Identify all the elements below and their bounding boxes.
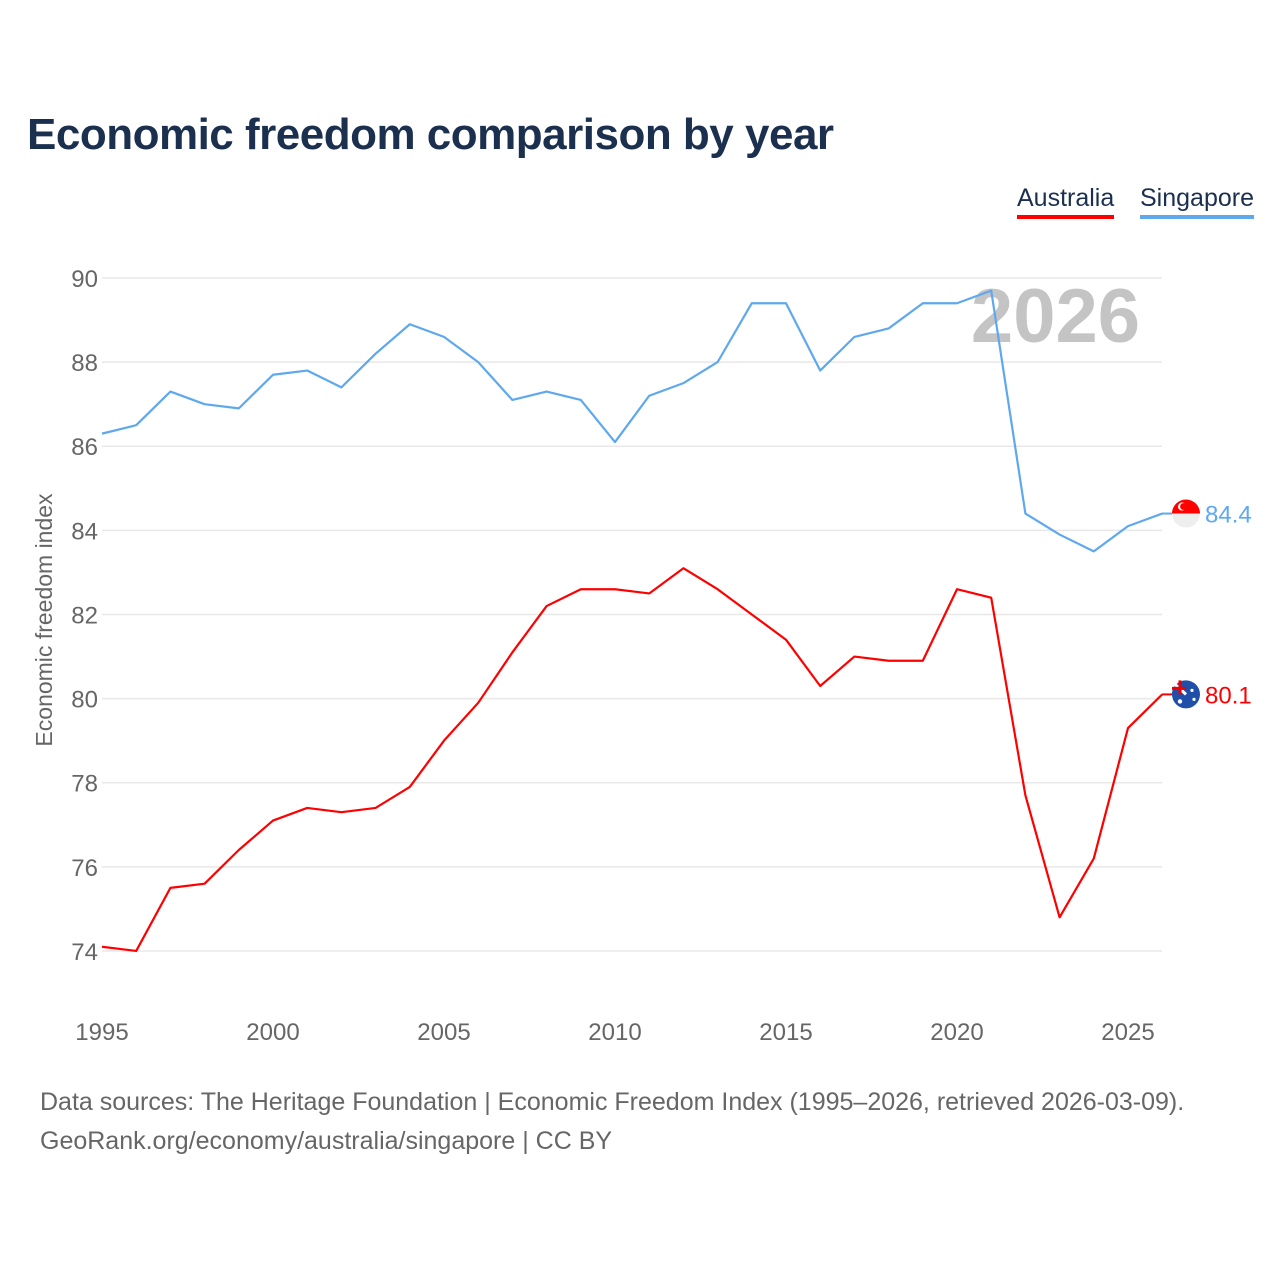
x-tick-label: 1995 [75,1019,128,1046]
legend-singapore[interactable]: Singapore [1140,184,1254,219]
y-tick-label: 76 [71,855,98,882]
x-tick-label: 2010 [588,1019,641,1046]
y-tick-label: 80 [71,687,98,714]
y-tick-label: 86 [71,434,98,461]
y-tick-label: 88 [71,350,98,377]
x-tick-label: 2015 [759,1019,812,1046]
singapore-flag-icon [1172,499,1200,528]
footer-link[interactable]: GeoRank.org/economy/australia/singapore … [40,1127,613,1155]
australia-flag-icon [1172,680,1200,709]
y-tick-label: 82 [71,602,98,629]
x-tick-label: 2000 [246,1019,299,1046]
y-tick-label: 78 [71,771,98,798]
series-line-singapore [101,289,1163,553]
x-tick-label: 2005 [417,1019,470,1046]
series-line-australia [101,567,1163,953]
footer-sources: Data sources: The Heritage Foundation | … [40,1088,1185,1116]
y-tick-label: 84 [71,518,98,545]
x-tick-label: 2025 [1101,1019,1154,1046]
chart-title: Economic freedom comparison by year [27,110,834,159]
y-axis-label: Economic freedom index [31,493,57,747]
legend-australia[interactable]: Australia [1017,184,1115,219]
end-value-label-australia: 80.1 [1205,682,1252,709]
end-value-label-singapore: 84.4 [1205,502,1252,529]
x-tick-label: 2020 [930,1019,983,1046]
y-tick-label: 90 [71,266,98,293]
y-tick-label: 74 [71,939,98,966]
